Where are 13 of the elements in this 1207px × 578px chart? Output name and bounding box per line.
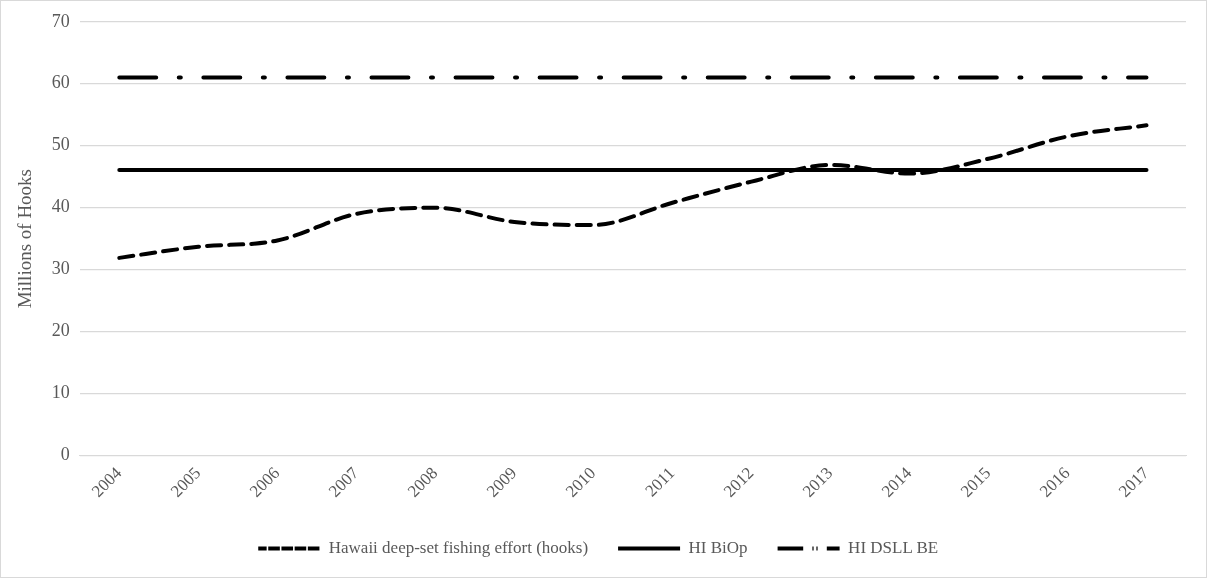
y-tick-label: 20 [51, 320, 70, 341]
y-tick-label: 70 [51, 10, 70, 31]
y-tick-label: 0 [60, 444, 70, 465]
y-tick-label: 50 [51, 134, 70, 155]
y-tick-label: 30 [51, 258, 70, 279]
y-tick-label: 60 [51, 72, 70, 93]
y-axis-title: Millions of Hooks [14, 168, 36, 309]
line-series [117, 123, 1149, 260]
legend-label: HI DSLL BE [848, 537, 939, 557]
legend-label: HI BiOp [688, 537, 748, 557]
y-tick-label: 40 [51, 196, 70, 217]
legend-label: Hawaii deep-set fishing effort (hooks) [328, 537, 589, 557]
y-tick-label: 10 [51, 382, 70, 403]
